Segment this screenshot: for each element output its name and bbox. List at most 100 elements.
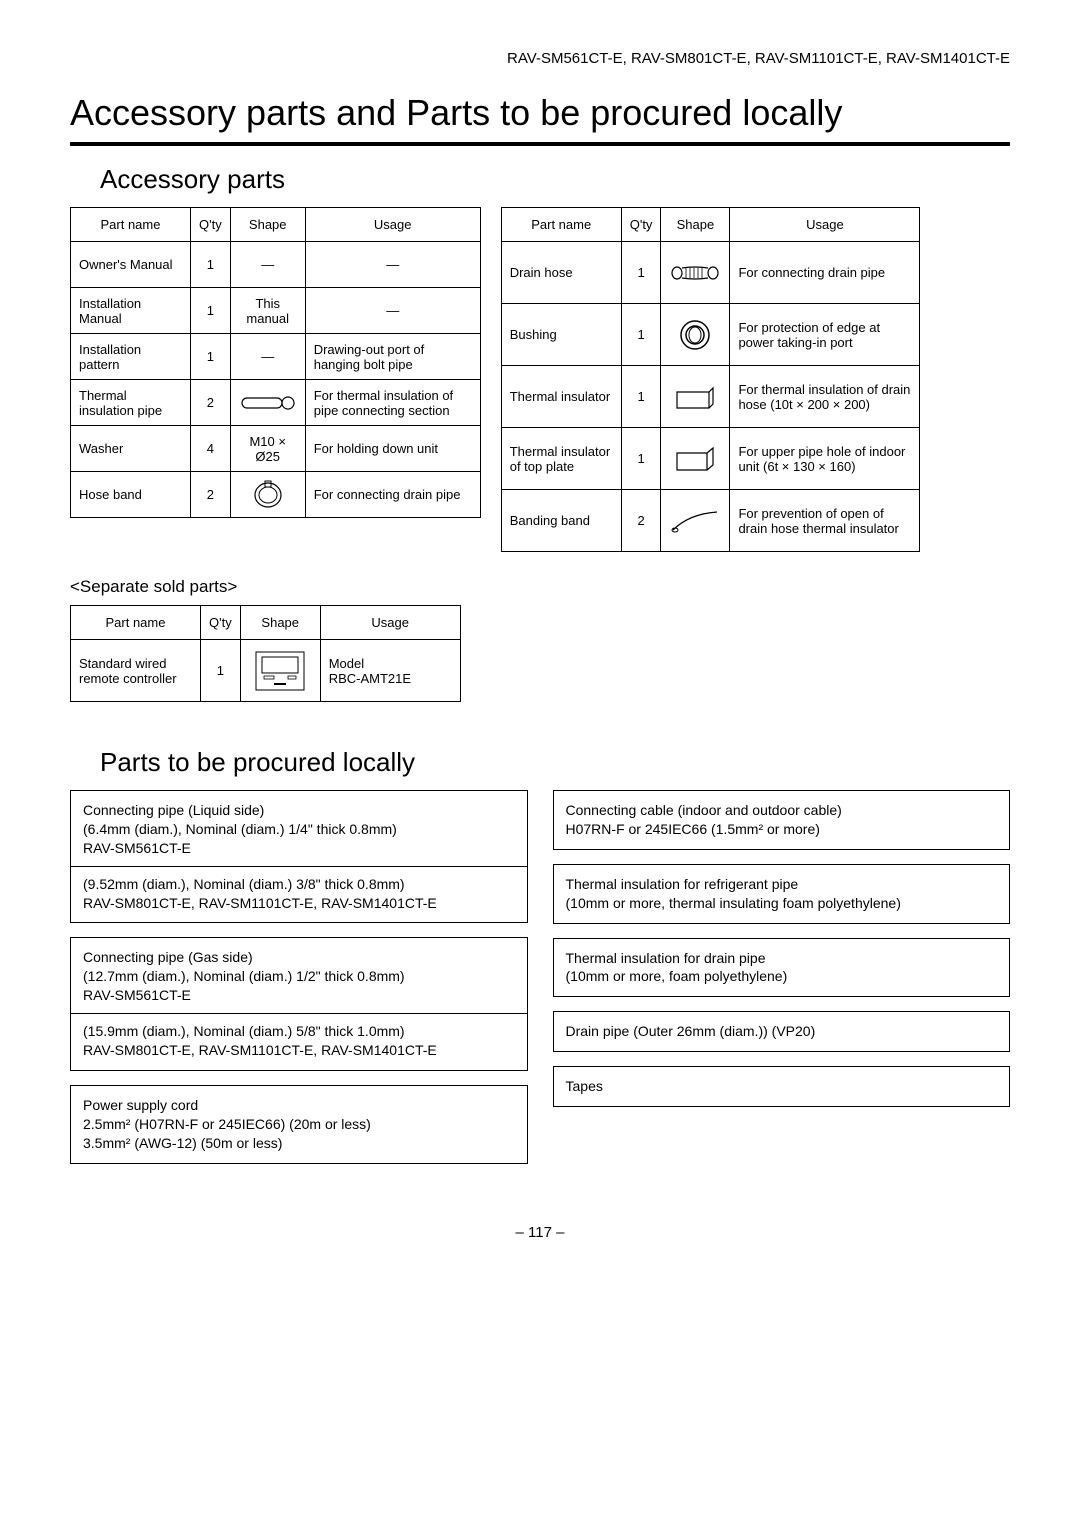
th-part: Part name	[501, 208, 621, 242]
table-row: Hose band2 For connecting drain pipe	[71, 472, 481, 518]
section-local-title: Parts to be procured locally	[100, 747, 1010, 778]
local-line: H07RN-F or 245IEC66 (1.5mm² or more)	[566, 820, 998, 839]
accessory-table-left: Part name Q'ty Shape Usage Owner's Manua…	[70, 207, 481, 518]
cell-part: Bushing	[501, 304, 621, 366]
separate-table: Part name Q'ty Shape Usage Standard wire…	[70, 605, 461, 702]
local-line: (6.4mm (diam.), Nominal (diam.) 1/4" thi…	[83, 820, 515, 839]
cell-usage: For holding down unit	[305, 426, 480, 472]
cell-usage: For connecting drain pipe	[730, 242, 920, 304]
cell-shape	[230, 380, 305, 426]
cell-shape	[230, 472, 305, 518]
th-usage: Usage	[320, 606, 460, 640]
cell-shape: —	[230, 334, 305, 380]
cell-part: Thermal insulation pipe	[71, 380, 191, 426]
cell-qty: 1	[621, 242, 661, 304]
cell-part: Banding band	[501, 490, 621, 552]
cell-part: Owner's Manual	[71, 242, 191, 288]
divider	[71, 1013, 527, 1014]
cell-shape: This manual	[230, 288, 305, 334]
local-parts-row: Connecting pipe (Liquid side)(6.4mm (dia…	[70, 790, 1010, 1164]
local-line: (10mm or more, foam polyethylene)	[566, 967, 998, 986]
cell-usage: For connecting drain pipe	[305, 472, 480, 518]
cell-part: Standard wired remote controller	[71, 640, 201, 702]
th-qty: Q'ty	[621, 208, 661, 242]
local-box: Power supply cord2.5mm² (H07RN-F or 245I…	[70, 1085, 528, 1164]
separate-sold-title: <Separate sold parts>	[70, 577, 1010, 597]
cell-shape: —	[230, 242, 305, 288]
local-box: Drain pipe (Outer 26mm (diam.)) (VP20)	[553, 1011, 1011, 1052]
table-row: Installation Manual1This manual—	[71, 288, 481, 334]
table-row: Owner's Manual1——	[71, 242, 481, 288]
local-box: Tapes	[553, 1066, 1011, 1107]
cell-usage: For protection of edge at power taking-i…	[730, 304, 920, 366]
local-line: Thermal insulation for refrigerant pipe	[566, 875, 998, 894]
cell-usage: —	[305, 242, 480, 288]
cell-qty: 1	[621, 428, 661, 490]
local-box: Connecting cable (indoor and outdoor cab…	[553, 790, 1011, 850]
cell-part: Installation pattern	[71, 334, 191, 380]
cell-part: Thermal insulator	[501, 366, 621, 428]
table-row: Bushing1 For protection of edge at power …	[501, 304, 920, 366]
local-line: Thermal insulation for drain pipe	[566, 949, 998, 968]
section-accessory-title: Accessory parts	[100, 164, 1010, 195]
local-line: (10mm or more, thermal insulating foam p…	[566, 894, 998, 913]
local-line: Connecting pipe (Liquid side)	[83, 801, 515, 820]
table-row: Installation pattern1—Drawing-out port o…	[71, 334, 481, 380]
local-line: RAV-SM561CT-E	[83, 986, 515, 1005]
table-row: Washer4M10 × Ø25For holding down unit	[71, 426, 481, 472]
local-col-right: Connecting cable (indoor and outdoor cab…	[553, 790, 1011, 1107]
table-row: Banding band2 For prevention of open of d…	[501, 490, 920, 552]
local-line: RAV-SM801CT-E, RAV-SM1101CT-E, RAV-SM140…	[83, 1041, 515, 1060]
local-line: RAV-SM801CT-E, RAV-SM1101CT-E, RAV-SM140…	[83, 894, 515, 913]
cell-qty: 1	[201, 640, 241, 702]
accessory-tables-row: Part name Q'ty Shape Usage Owner's Manua…	[70, 207, 1010, 552]
local-line: (12.7mm (diam.), Nominal (diam.) 1/2" th…	[83, 967, 515, 986]
cell-usage: —	[305, 288, 480, 334]
accessory-table-right: Part name Q'ty Shape Usage Drain hose1Fo…	[501, 207, 921, 552]
local-line: (9.52mm (diam.), Nominal (diam.) 3/8" th…	[83, 875, 515, 894]
main-title: Accessory parts and Parts to be procured…	[70, 92, 1010, 146]
cell-part: Thermal insulator of top plate	[501, 428, 621, 490]
table-row: Standard wired remote controller1 Model R…	[71, 640, 461, 702]
local-line: RAV-SM561CT-E	[83, 839, 515, 858]
table-row: Drain hose1 For connecting drain pipe	[501, 242, 920, 304]
cell-shape	[661, 304, 730, 366]
local-line: Drain pipe (Outer 26mm (diam.)) (VP20)	[566, 1022, 998, 1041]
cell-usage: For upper pipe hole of indoor unit (6t ×…	[730, 428, 920, 490]
local-box: Thermal insulation for drain pipe(10mm o…	[553, 938, 1011, 998]
cell-shape	[661, 428, 730, 490]
cell-qty: 2	[191, 472, 231, 518]
local-line: 2.5mm² (H07RN-F or 245IEC66) (20m or les…	[83, 1115, 515, 1134]
cell-shape	[661, 490, 730, 552]
th-qty: Q'ty	[201, 606, 241, 640]
cell-qty: 1	[621, 366, 661, 428]
local-box: Thermal insulation for refrigerant pipe(…	[553, 864, 1011, 924]
cell-shape	[240, 640, 320, 702]
cell-qty: 1	[191, 334, 231, 380]
local-line: 3.5mm² (AWG-12) (50m or less)	[83, 1134, 515, 1153]
cell-part: Drain hose	[501, 242, 621, 304]
th-usage: Usage	[730, 208, 920, 242]
cell-qty: 2	[621, 490, 661, 552]
cell-part: Hose band	[71, 472, 191, 518]
cell-qty: 1	[621, 304, 661, 366]
local-box: Connecting pipe (Gas side)(12.7mm (diam.…	[70, 937, 528, 1070]
th-shape: Shape	[240, 606, 320, 640]
th-shape: Shape	[230, 208, 305, 242]
th-qty: Q'ty	[191, 208, 231, 242]
cell-usage: For thermal insulation of drain hose (10…	[730, 366, 920, 428]
cell-part: Washer	[71, 426, 191, 472]
cell-usage: Model RBC-AMT21E	[320, 640, 460, 702]
cell-usage: For thermal insulation of pipe connectin…	[305, 380, 480, 426]
cell-usage: For prevention of open of drain hose the…	[730, 490, 920, 552]
th-part: Part name	[71, 606, 201, 640]
local-line: Tapes	[566, 1077, 998, 1096]
local-line: Connecting pipe (Gas side)	[83, 948, 515, 967]
table-row: Thermal insulation pipe2For thermal insu…	[71, 380, 481, 426]
th-usage: Usage	[305, 208, 480, 242]
cell-qty: 4	[191, 426, 231, 472]
cell-shape: M10 × Ø25	[230, 426, 305, 472]
table-row: Thermal insulator1 For thermal insulation…	[501, 366, 920, 428]
page-number: – 117 –	[70, 1224, 1010, 1241]
th-part: Part name	[71, 208, 191, 242]
